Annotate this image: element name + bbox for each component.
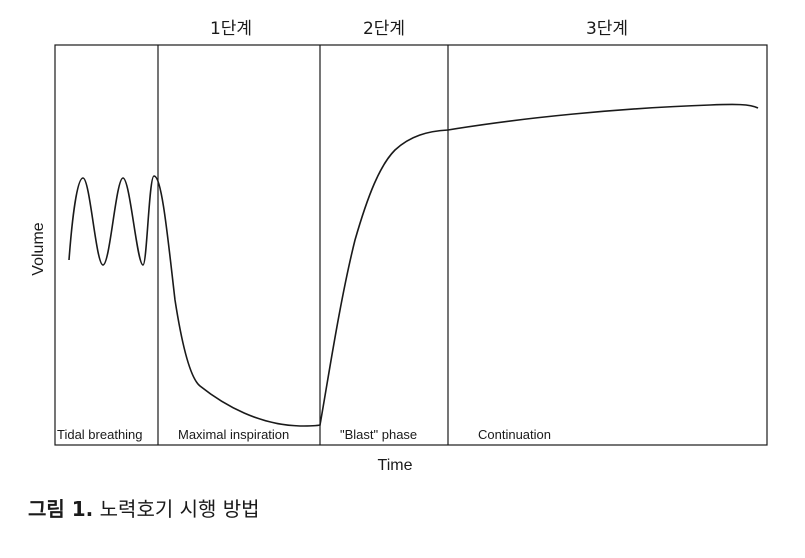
- caption-number: 그림 1.: [28, 497, 94, 521]
- figure-caption: 그림 1. 노력호기 시행 방법: [28, 493, 260, 522]
- phase-label-tidal: Tidal breathing: [57, 427, 143, 442]
- phase-label-maximal: Maximal inspiration: [178, 427, 289, 442]
- stage-label-3: 3단계: [586, 19, 628, 39]
- stage-label-1: 1단계: [210, 19, 252, 39]
- phase-label-blast: "Blast" phase: [340, 427, 417, 442]
- phase-label-continuation: Continuation: [478, 427, 551, 442]
- x-axis-label: Time: [378, 457, 413, 474]
- stage-label-2: 2단계: [363, 19, 405, 39]
- y-axis-label: Volume: [30, 222, 47, 275]
- caption-text: 노력호기 시행 방법: [99, 497, 260, 521]
- spirometry-diagram: 1단계 2단계 3단계 Tidal breathing Maximal insp…: [30, 19, 768, 474]
- plot-frame: [54, 44, 768, 446]
- volume-curve: [68, 103, 759, 427]
